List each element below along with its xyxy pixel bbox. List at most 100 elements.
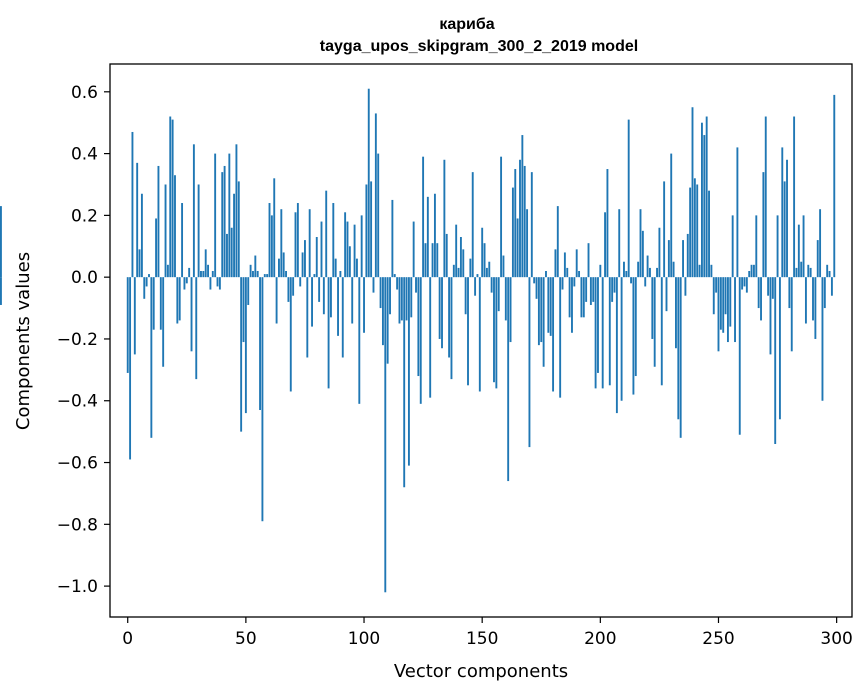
bar: [287, 277, 290, 302]
bar: [708, 190, 710, 278]
bar: [639, 209, 642, 278]
bar: [493, 277, 495, 383]
bar: [604, 212, 607, 278]
bar: [497, 277, 500, 312]
bar: [433, 193, 436, 278]
bar: [462, 249, 465, 278]
bar: [301, 252, 304, 278]
bar: [171, 119, 174, 278]
bar: [339, 270, 342, 278]
bar: [710, 264, 713, 278]
bar: [164, 184, 167, 278]
bar: [159, 277, 162, 330]
bar: [507, 277, 510, 482]
bar: [547, 277, 550, 333]
x-tick-label: 250: [702, 629, 734, 649]
bar: [348, 246, 351, 278]
bar: [412, 221, 415, 278]
bar: [131, 131, 134, 278]
bar: [459, 237, 462, 278]
bar: [620, 277, 623, 401]
bar: [337, 277, 339, 336]
bar: [424, 243, 427, 278]
bar: [197, 184, 200, 278]
bar: [360, 215, 363, 278]
bar: [549, 277, 552, 336]
bar: [582, 277, 585, 318]
bar: [819, 209, 822, 278]
bar: [776, 215, 779, 278]
bar: [649, 267, 651, 278]
bar: [597, 277, 599, 373]
bar: [833, 94, 836, 278]
bar: [244, 277, 247, 414]
bar: [809, 267, 812, 278]
bar: [266, 274, 269, 278]
bar: [540, 277, 543, 343]
bar: [152, 277, 155, 330]
bar-series: [0, 88, 836, 593]
bar: [313, 274, 316, 278]
bar: [471, 172, 474, 278]
bar: [367, 88, 370, 278]
bar: [790, 277, 793, 352]
bar: [436, 243, 439, 278]
bar: [738, 277, 741, 435]
bar: [658, 227, 661, 278]
bar: [174, 175, 176, 278]
bar: [797, 224, 800, 278]
bar: [511, 187, 514, 278]
bar: [256, 270, 259, 278]
bar: [793, 116, 796, 278]
bar: [618, 209, 621, 278]
bar: [296, 203, 299, 278]
bar: [415, 277, 417, 293]
y-tick-label: −0.4: [57, 392, 98, 412]
bar: [663, 181, 666, 278]
bar: [677, 277, 680, 420]
bar: [386, 277, 389, 364]
bar: [204, 249, 207, 278]
bar: [646, 255, 649, 278]
bar: [374, 113, 377, 278]
bar: [812, 277, 814, 321]
x-tick-label: 50: [235, 629, 257, 649]
bar: [365, 184, 368, 278]
bar: [634, 277, 637, 377]
plot-area-frame: [109, 63, 853, 618]
bar: [417, 277, 420, 377]
axis-ticks: 0 50 100 150 200 250 300 −1.0 −0.8 −0.6 −0.4 −0.2 0.…: [57, 83, 853, 649]
bar: [133, 277, 136, 355]
bar: [280, 209, 283, 278]
bar: [311, 277, 313, 327]
bar: [502, 255, 505, 278]
bar: [166, 264, 169, 278]
bar: [315, 237, 318, 278]
bar: [254, 255, 257, 278]
bar: [148, 274, 150, 278]
bar: [422, 156, 425, 278]
bar: [429, 277, 432, 398]
bar: [214, 153, 217, 278]
bar: [443, 159, 446, 278]
y-tick-label: 0.6: [71, 83, 98, 103]
bar: [533, 277, 536, 284]
bar: [601, 277, 604, 389]
bar: [325, 190, 328, 278]
bar: [211, 270, 214, 278]
bar: [355, 258, 358, 278]
x-axis-label: Vector components: [394, 661, 568, 682]
bar: [294, 212, 297, 278]
bar: [625, 270, 628, 278]
bar: [545, 270, 547, 278]
bar: [828, 270, 831, 278]
bar: [273, 178, 276, 278]
bar: [599, 264, 602, 278]
bar: [736, 147, 739, 278]
bar: [247, 277, 250, 305]
bar: [580, 277, 583, 318]
bar: [162, 277, 165, 367]
bar: [249, 264, 252, 278]
bar: [552, 277, 555, 392]
